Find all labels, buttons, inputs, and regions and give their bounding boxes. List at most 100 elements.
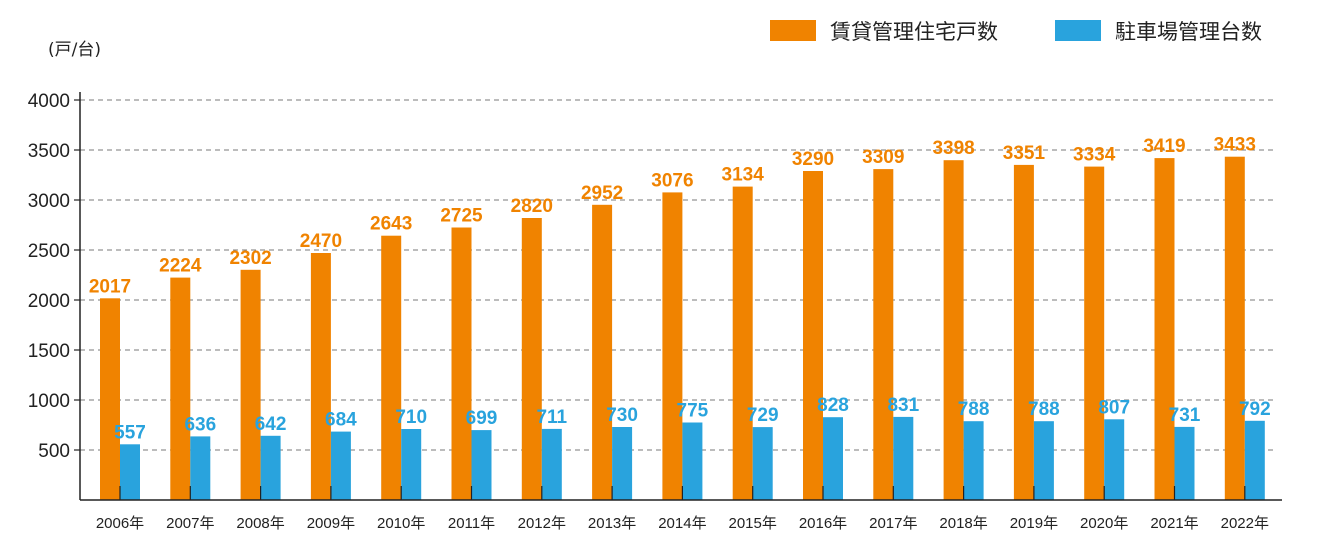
bar-rental-housing bbox=[1013, 164, 1034, 500]
bar-rental-housing bbox=[100, 298, 120, 500]
data-label-rental-housing: 3351 bbox=[1003, 143, 1046, 164]
bar-parking bbox=[823, 417, 843, 500]
bar-parking bbox=[120, 444, 140, 500]
bar-parking bbox=[1174, 426, 1195, 500]
bar-parking bbox=[682, 422, 703, 500]
data-label-rental-housing: 2470 bbox=[300, 231, 342, 252]
bar-parking bbox=[401, 429, 422, 500]
x-tick-label: 2007年 bbox=[166, 515, 214, 532]
bar-rental-housing bbox=[381, 235, 402, 500]
x-tick-label: 2011年 bbox=[448, 515, 495, 532]
bar-rental-housing bbox=[1084, 166, 1105, 500]
y-tick-label: 1500 bbox=[28, 341, 70, 362]
data-label-rental-housing: 2820 bbox=[511, 196, 553, 217]
bar-rental-housing bbox=[170, 277, 191, 500]
data-label-parking: 684 bbox=[325, 410, 357, 431]
bar-parking bbox=[330, 431, 351, 500]
x-tick-label: 2015年 bbox=[729, 515, 777, 532]
data-label-rental-housing: 3309 bbox=[862, 147, 904, 168]
bar-parking bbox=[190, 436, 211, 500]
x-tick-label: 2008年 bbox=[236, 515, 284, 532]
data-label-parking: 730 bbox=[606, 405, 638, 426]
bar-parking bbox=[260, 435, 281, 500]
x-tick-label: 2009年 bbox=[307, 515, 355, 532]
legend-label-parking: 駐車場管理台数 bbox=[1115, 20, 1262, 44]
bar-rental-housing bbox=[943, 160, 964, 500]
data-label-rental-housing: 3076 bbox=[651, 170, 693, 191]
bar-rental-housing bbox=[310, 253, 331, 500]
data-labels: 2017 557 2224 636 2302 642 2470 684 2643 710 2725 6… bbox=[89, 135, 1271, 444]
y-axis-unit-label: (戸/台) bbox=[48, 40, 101, 60]
data-label-rental-housing: 2017 bbox=[89, 276, 131, 297]
data-label-rental-housing: 2302 bbox=[229, 248, 271, 269]
bar-parking bbox=[752, 427, 773, 500]
bar-rental-housing bbox=[592, 204, 613, 501]
bar-rental-housing bbox=[1154, 158, 1175, 500]
data-label-rental-housing: 3419 bbox=[1143, 136, 1185, 157]
data-label-parking: 710 bbox=[395, 407, 427, 428]
data-label-rental-housing: 3134 bbox=[722, 165, 765, 186]
data-label-rental-housing: 2224 bbox=[159, 256, 202, 277]
x-tick-label: 2018年 bbox=[939, 515, 987, 532]
bars bbox=[100, 156, 1265, 501]
data-label-rental-housing: 2952 bbox=[581, 183, 623, 204]
data-label-parking: 831 bbox=[887, 395, 919, 416]
legend-label-rental-housing: 賃貸管理住宅戸数 bbox=[830, 20, 998, 44]
data-label-rental-housing: 2725 bbox=[440, 206, 483, 227]
data-label-parking: 828 bbox=[817, 395, 849, 416]
data-label-rental-housing: 2643 bbox=[370, 214, 412, 235]
bar-parking bbox=[963, 421, 984, 500]
legend-swatch-rental-housing bbox=[770, 20, 816, 41]
y-tick-label: 500 bbox=[38, 441, 70, 462]
x-tick-label: 2014年 bbox=[658, 515, 706, 532]
x-tick-label: 2016年 bbox=[799, 515, 847, 532]
data-label-rental-housing: 3433 bbox=[1214, 135, 1256, 156]
bar-parking bbox=[471, 430, 492, 500]
data-label-parking: 788 bbox=[958, 399, 990, 420]
data-label-parking: 729 bbox=[747, 405, 779, 426]
data-label-parking: 557 bbox=[114, 422, 146, 443]
bar-parking bbox=[893, 416, 914, 500]
data-label-parking: 642 bbox=[255, 414, 287, 435]
legend-swatch-parking bbox=[1055, 20, 1101, 41]
bar-parking bbox=[1033, 421, 1054, 500]
x-tick-label: 2006年 bbox=[96, 515, 144, 532]
data-label-parking: 699 bbox=[466, 408, 498, 429]
data-label-parking: 636 bbox=[184, 414, 216, 435]
y-tick-label: 2500 bbox=[28, 241, 70, 262]
bar-rental-housing bbox=[803, 171, 823, 500]
data-label-parking: 807 bbox=[1098, 397, 1130, 418]
y-tick-label: 2000 bbox=[28, 291, 70, 312]
bar-rental-housing bbox=[873, 169, 894, 500]
bar-rental-housing bbox=[240, 269, 261, 500]
data-label-rental-housing: 3290 bbox=[792, 149, 834, 170]
x-tick-label: 2010年 bbox=[377, 515, 425, 532]
data-label-parking: 731 bbox=[1169, 405, 1201, 426]
x-tick-label: 2017年 bbox=[869, 515, 917, 532]
x-tick-label: 2012年 bbox=[518, 515, 566, 532]
bar-rental-housing bbox=[662, 192, 683, 500]
y-tick-label: 1000 bbox=[28, 391, 70, 412]
bar-rental-housing bbox=[451, 227, 472, 500]
x-tick-label: 2019年 bbox=[1010, 515, 1058, 532]
x-axis-ticks: 2006年 2007年 2008年 2009年 2010年 2011年 2012年 2013年… bbox=[79, 92, 1282, 532]
legend: 賃貸管理住宅戸数 駐車場管理台数 bbox=[770, 20, 1262, 44]
data-label-parking: 711 bbox=[536, 407, 567, 428]
data-label-rental-housing: 3398 bbox=[932, 138, 974, 159]
bar-rental-housing bbox=[521, 218, 542, 500]
bar-rental-housing bbox=[732, 186, 753, 500]
bar-parking bbox=[1104, 419, 1125, 500]
x-tick-label: 2022年 bbox=[1221, 515, 1269, 532]
data-label-parking: 792 bbox=[1239, 399, 1271, 420]
y-tick-label: 3000 bbox=[28, 191, 70, 212]
bar-rental-housing bbox=[1224, 156, 1245, 500]
data-label-rental-housing: 3334 bbox=[1073, 145, 1116, 166]
y-tick-label: 4000 bbox=[28, 91, 70, 112]
bar-parking bbox=[1244, 420, 1265, 500]
data-label-parking: 775 bbox=[677, 401, 709, 422]
y-axis-ticks: 500 1000 1500 2000 2500 3000 3500 4000 bbox=[28, 91, 80, 462]
x-tick-label: 2020年 bbox=[1080, 515, 1128, 532]
bar-parking bbox=[612, 427, 633, 500]
y-tick-label: 3500 bbox=[28, 141, 70, 162]
